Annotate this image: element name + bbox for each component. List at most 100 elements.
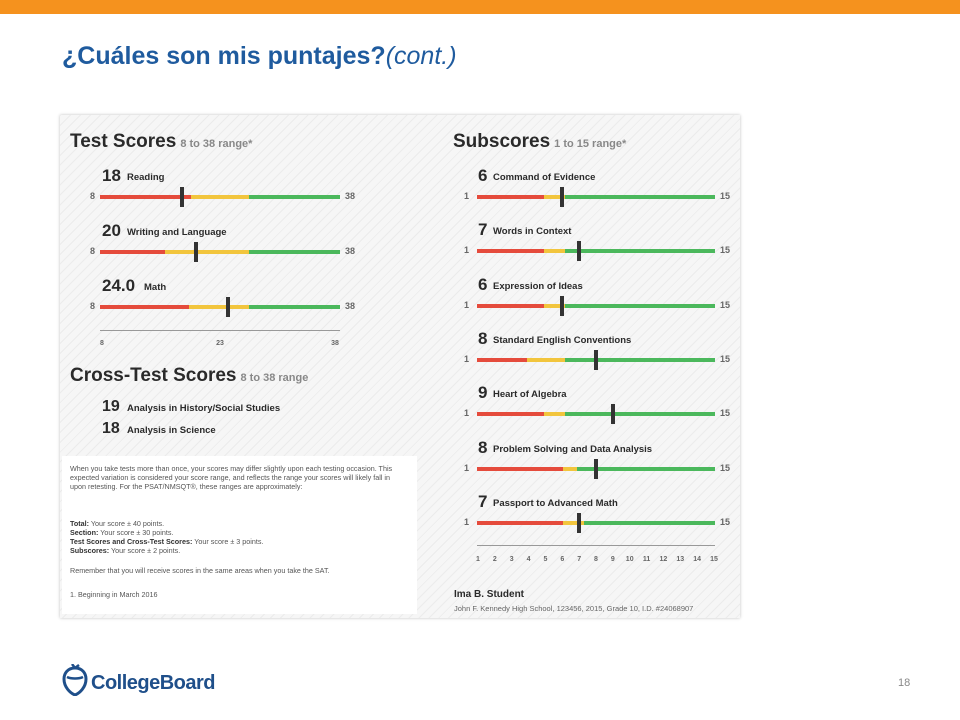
subscore-axis-tick: 12 — [659, 556, 668, 563]
heart-of-algebra-bar — [477, 404, 715, 425]
writing-score: 20 — [102, 221, 121, 240]
expression-of-ideas-marker — [560, 295, 564, 316]
math-bar — [100, 297, 340, 317]
math-marker — [226, 297, 230, 317]
writing-marker — [194, 242, 198, 262]
slide-title: ¿Cuáles son mis puntajes?(cont.) — [62, 42, 457, 71]
expression-of-ideas-score: 6 — [478, 274, 488, 294]
reading-max: 38 — [345, 191, 356, 201]
math-score: 24.0 — [102, 276, 136, 295]
command-of-evidence-bar — [477, 187, 715, 207]
subscore-axis-tick: 4 — [526, 556, 531, 563]
note-total-text: Your score ± 40 points. — [90, 519, 165, 528]
standard-english-conventions-score: 8 — [478, 328, 488, 348]
standard-english-conventions-marker — [594, 349, 598, 370]
reading-min: 8 — [90, 191, 96, 201]
test-scores-title: Test Scores 8 to 38 range* — [70, 131, 252, 153]
math-label: Math — [144, 282, 167, 293]
subscore-axis-tick: 2 — [492, 556, 497, 563]
subscore-axis-tick: 10 — [625, 556, 634, 563]
note-remember: Remember that you will receive scores in… — [70, 566, 330, 575]
student-name: Ima B. Student — [454, 589, 525, 600]
note-section: Section: Your score ± 30 points. — [70, 528, 410, 537]
note-tests: Test Scores and Cross-Test Scores: Your … — [70, 537, 410, 546]
test-scores-axis — [100, 330, 340, 331]
subscore-axis-tick: 5 — [543, 556, 548, 563]
subscore-axis-tick: 7 — [577, 556, 582, 563]
words-in-context-max: 15 — [720, 245, 731, 256]
expression-of-ideas-min: 1 — [464, 299, 470, 310]
subscore-axis-tick: 13 — [676, 556, 685, 563]
collegeboard-logo: CollegeBoard — [62, 663, 216, 698]
problem-solving-and-data-analysis-max: 15 — [720, 462, 731, 473]
subscores-title-text: Subscores — [453, 131, 551, 152]
standard-english-conventions-label: Standard English Conventions — [493, 334, 632, 346]
cross-test-title: Cross-Test Scores 8 to 38 range — [70, 365, 308, 387]
subscore-axis-tick: 1 — [476, 556, 480, 563]
reading-bar — [100, 187, 340, 207]
command-of-evidence-label: Command of Evidence — [493, 172, 596, 183]
note-total: Total: Your score ± 40 points. — [70, 519, 410, 528]
command-of-evidence-score: 6 — [478, 166, 488, 185]
passport-to-advanced-math-max: 15 — [720, 516, 731, 527]
note-tests-text: Your score ± 3 points. — [194, 537, 264, 546]
math-min: 8 — [90, 301, 96, 311]
command-of-evidence-min: 1 — [464, 191, 470, 201]
writing-max: 38 — [345, 246, 356, 256]
writing-label: Writing and Language — [127, 227, 227, 238]
math-max: 38 — [345, 301, 356, 311]
subscore-axis-tick: 15 — [710, 556, 718, 563]
slide-title-main: ¿Cuáles son mis puntajes? — [62, 42, 386, 70]
subscores-range: 1 to 15 range* — [554, 138, 627, 150]
passport-to-advanced-math-min: 1 — [464, 516, 470, 527]
score-range-note: When you take tests more than once, your… — [62, 456, 417, 614]
note-tests-label: Test Scores and Cross-Test Scores: — [70, 537, 193, 546]
subscores-axis — [477, 545, 715, 546]
problem-solving-and-data-analysis-label: Problem Solving and Data Analysis — [493, 443, 653, 455]
words-in-context-score: 7 — [478, 220, 488, 240]
words-in-context-min: 1 — [464, 245, 470, 256]
problem-solving-and-data-analysis-marker — [594, 458, 598, 479]
test-axis-tick: 8 — [100, 340, 104, 347]
heart-of-algebra-score: 9 — [478, 383, 488, 403]
history-social-score: 19 — [102, 398, 120, 415]
heart-of-algebra-label: Heart of Algebra — [493, 389, 567, 401]
note-footnote: 1. Beginning in March 2016 — [70, 590, 158, 599]
passport-to-advanced-math-score: 7 — [478, 491, 488, 511]
test-axis-tick: 23 — [216, 340, 224, 347]
test-axis-tick: 38 — [331, 340, 339, 347]
note-intro: When you take tests more than once, your… — [70, 464, 393, 492]
reading-score: 18 — [102, 166, 121, 185]
standard-english-conventions-min: 1 — [464, 353, 470, 364]
note-section-text: Your score ± 30 points. — [100, 528, 174, 537]
subscore-axis-tick: 3 — [509, 556, 514, 563]
subscore-axis-tick: 8 — [594, 556, 598, 563]
cross-test-range: 8 to 38 range — [240, 372, 309, 384]
expression-of-ideas-label: Expression of Ideas — [493, 280, 583, 292]
note-section-label: Section: — [70, 528, 99, 537]
science-score: 18 — [102, 420, 120, 437]
subscore-axis-tick: 9 — [610, 556, 615, 563]
writing-min: 8 — [90, 246, 96, 256]
cross-test-title-text: Cross-Test Scores — [70, 365, 237, 386]
passport-to-advanced-math-label: Passport to Advanced Math — [493, 497, 618, 509]
words-in-context-label: Words in Context — [493, 226, 572, 238]
expression-of-ideas-bar — [477, 295, 715, 316]
words-in-context-bar — [477, 241, 715, 262]
page-number: 18 — [898, 677, 911, 689]
note-subscores-text: Your score ± 2 points. — [111, 546, 181, 555]
heart-of-algebra-marker — [611, 404, 615, 425]
note-total-label: Total: — [70, 519, 90, 528]
note-subscores: Subscores: Your score ± 2 points. — [70, 546, 410, 555]
subscore-axis-tick: 6 — [560, 556, 565, 563]
subscore-axis-tick: 14 — [693, 556, 702, 563]
student-info: John F. Kennedy High School, 123456, 201… — [454, 604, 694, 613]
score-report-image: Test Scores 8 to 38 range* 18 Reading 8 3… — [60, 115, 740, 618]
words-in-context-marker — [577, 241, 581, 262]
heart-of-algebra-min: 1 — [464, 408, 470, 419]
expression-of-ideas-max: 15 — [720, 299, 731, 310]
history-social-label: Analysis in History/Social Studies — [127, 403, 281, 414]
command-of-evidence-max: 15 — [720, 191, 731, 201]
problem-solving-and-data-analysis-score: 8 — [478, 437, 488, 457]
problem-solving-and-data-analysis-min: 1 — [464, 462, 470, 473]
